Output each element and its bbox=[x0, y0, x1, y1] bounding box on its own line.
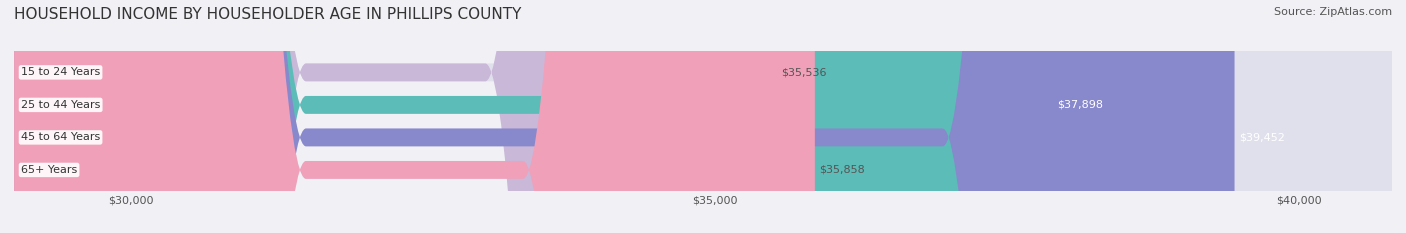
FancyBboxPatch shape bbox=[14, 0, 1053, 233]
FancyBboxPatch shape bbox=[14, 0, 1392, 233]
FancyBboxPatch shape bbox=[14, 0, 1392, 233]
Text: $35,536: $35,536 bbox=[782, 67, 827, 77]
Text: $37,898: $37,898 bbox=[1057, 100, 1104, 110]
Text: Source: ZipAtlas.com: Source: ZipAtlas.com bbox=[1274, 7, 1392, 17]
FancyBboxPatch shape bbox=[14, 0, 1392, 233]
Text: 25 to 44 Years: 25 to 44 Years bbox=[21, 100, 100, 110]
Text: 15 to 24 Years: 15 to 24 Years bbox=[21, 67, 100, 77]
FancyBboxPatch shape bbox=[14, 0, 778, 233]
Text: $35,858: $35,858 bbox=[820, 165, 865, 175]
Text: 45 to 64 Years: 45 to 64 Years bbox=[21, 132, 100, 142]
Text: HOUSEHOLD INCOME BY HOUSEHOLDER AGE IN PHILLIPS COUNTY: HOUSEHOLD INCOME BY HOUSEHOLDER AGE IN P… bbox=[14, 7, 522, 22]
FancyBboxPatch shape bbox=[14, 0, 1234, 233]
Text: 65+ Years: 65+ Years bbox=[21, 165, 77, 175]
FancyBboxPatch shape bbox=[14, 0, 1392, 233]
FancyBboxPatch shape bbox=[14, 0, 815, 233]
Text: $39,452: $39,452 bbox=[1239, 132, 1285, 142]
